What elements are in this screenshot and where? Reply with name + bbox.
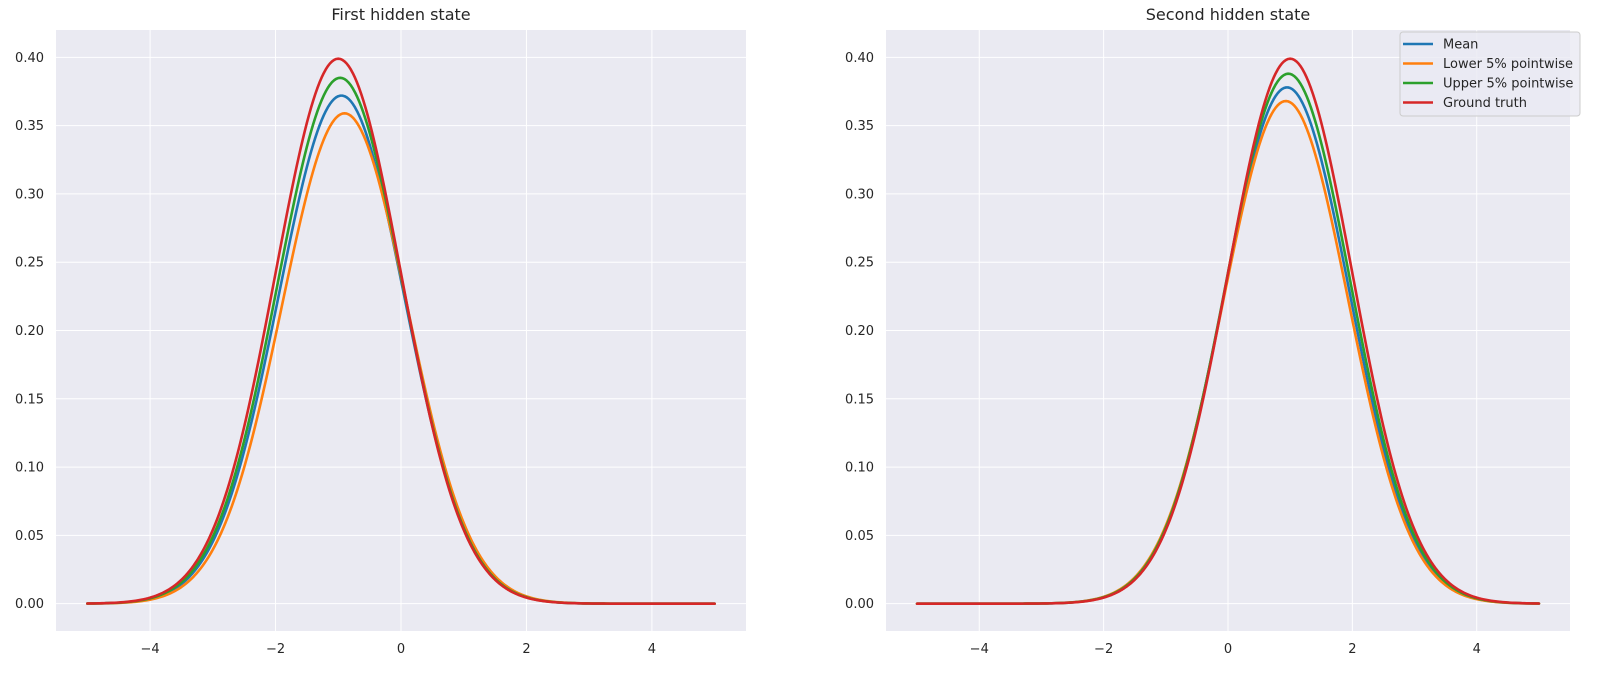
y-tick-label: 0.15 (845, 392, 874, 407)
y-tick-label: 0.10 (15, 461, 44, 476)
x-tick-label: 4 (1473, 642, 1481, 657)
legend-label: Ground truth (1443, 96, 1527, 111)
y-tick-label: 0.00 (845, 597, 874, 612)
y-tick-label: 0.25 (15, 256, 44, 271)
y-tick-label: 0.05 (845, 529, 874, 544)
legend-label: Upper 5% pointwise (1443, 77, 1573, 92)
series-group (86, 57, 716, 605)
x-tick-label: 0 (397, 642, 405, 657)
x-tick-label: 2 (522, 642, 530, 657)
y-tick-label: 0.25 (845, 256, 874, 271)
legend-label: Lower 5% pointwise (1443, 57, 1573, 72)
y-tick-label: 0.30 (15, 187, 44, 202)
x-tick-label: 2 (1348, 642, 1356, 657)
y-tick-label: 0.00 (15, 597, 44, 612)
series-line-ground-truth (915, 57, 1541, 605)
x-tick-label: −4 (141, 642, 160, 657)
y-tick-label: 0.35 (15, 119, 44, 134)
chart-panel-2: −4 −2 0 2 4 0.00 0.05 0.10 0.15 0.20 0.25 0.30 0.35 0… (845, 5, 1581, 657)
chart-panel-1: −4 −2 0 2 4 0.00 0.05 0.10 0.15 0.20 0.25 0.30 0.35 0… (15, 5, 746, 657)
y-tick-label: 0.40 (15, 51, 44, 66)
y-tick-label: 0.30 (845, 187, 874, 202)
legend-box (1399, 31, 1581, 117)
series-line-ground-truth (86, 57, 716, 605)
x-tick-label: −2 (1094, 642, 1113, 657)
x-tick-label: 0 (1224, 642, 1232, 657)
legend: Mean Lower 5% pointwise Upper 5% pointwise… (1399, 31, 1581, 117)
chart-title: Second hidden state (1146, 5, 1310, 24)
x-tick-label: −4 (970, 642, 989, 657)
chart-title: First hidden state (331, 5, 470, 24)
x-tick-label: 4 (648, 642, 656, 657)
y-tick-label: 0.20 (845, 324, 874, 339)
y-tick-label: 0.05 (15, 529, 44, 544)
y-tick-label: 0.35 (845, 119, 874, 134)
x-tick-label: −2 (266, 642, 285, 657)
legend-label: Mean (1443, 38, 1478, 53)
y-tick-label: 0.15 (15, 392, 44, 407)
y-tick-label: 0.10 (845, 461, 874, 476)
series-group (915, 57, 1541, 605)
y-tick-label: 0.20 (15, 324, 44, 339)
y-tick-label: 0.40 (845, 51, 874, 66)
